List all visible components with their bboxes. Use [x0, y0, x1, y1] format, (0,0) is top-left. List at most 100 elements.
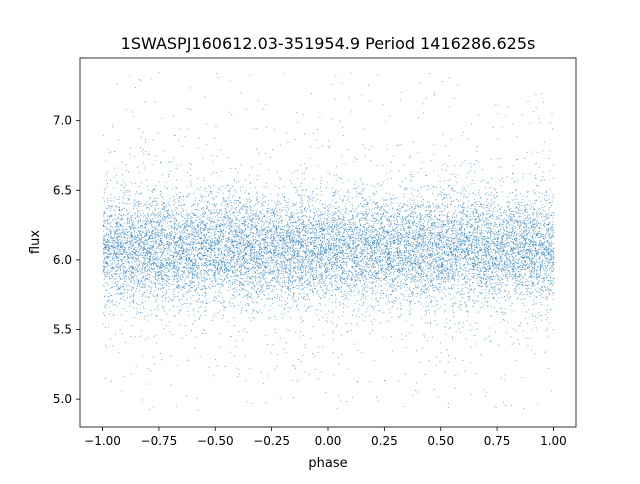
data-point	[243, 233, 245, 235]
data-point	[284, 248, 286, 250]
data-point	[217, 260, 219, 262]
data-point	[325, 293, 327, 295]
data-point	[397, 235, 399, 237]
data-point	[470, 183, 472, 185]
data-point	[465, 338, 467, 340]
data-point	[111, 242, 113, 243]
data-point	[474, 206, 476, 207]
data-point	[537, 317, 538, 318]
data-point	[501, 267, 503, 269]
data-point	[283, 251, 285, 252]
data-point	[200, 251, 202, 253]
data-point	[138, 273, 140, 275]
data-point	[365, 222, 367, 224]
data-point	[411, 273, 413, 275]
data-point	[404, 245, 406, 247]
data-point	[277, 253, 279, 255]
data-point	[371, 293, 373, 295]
data-point	[383, 238, 384, 240]
data-point	[143, 153, 145, 155]
data-point	[480, 204, 482, 206]
data-point	[172, 211, 173, 213]
data-point	[264, 272, 266, 274]
data-point	[498, 231, 500, 232]
data-point	[365, 255, 366, 257]
data-point	[501, 277, 503, 279]
data-point	[343, 236, 344, 238]
data-point	[198, 225, 200, 227]
data-point	[533, 263, 535, 265]
data-point	[273, 231, 275, 233]
data-point	[179, 231, 181, 233]
data-point	[272, 242, 274, 244]
data-point	[270, 244, 272, 246]
data-point	[191, 241, 193, 243]
data-point	[385, 199, 386, 201]
data-point	[387, 276, 389, 277]
data-point	[300, 261, 302, 263]
data-point	[288, 274, 290, 276]
data-point	[234, 340, 236, 342]
data-point	[297, 287, 299, 289]
data-point	[312, 326, 314, 328]
data-point	[454, 253, 456, 255]
data-point	[216, 226, 218, 227]
data-point	[120, 268, 121, 270]
data-point	[381, 248, 383, 250]
data-point	[449, 269, 451, 271]
data-point	[454, 164, 456, 166]
data-point	[210, 236, 212, 238]
data-point	[158, 271, 160, 273]
data-point	[386, 320, 388, 322]
data-point	[298, 261, 300, 263]
data-point	[410, 171, 412, 173]
data-point	[126, 237, 128, 239]
data-point	[403, 225, 405, 227]
data-point	[369, 242, 371, 243]
data-point	[468, 254, 470, 255]
data-point	[313, 251, 315, 253]
data-point	[418, 301, 420, 302]
data-point	[413, 277, 415, 279]
data-point	[393, 239, 395, 241]
data-point	[367, 240, 369, 242]
data-point	[144, 239, 146, 241]
data-point	[201, 286, 203, 288]
data-point	[139, 239, 141, 241]
data-point	[111, 206, 113, 208]
data-point	[487, 246, 489, 248]
data-point	[360, 269, 362, 270]
data-point	[355, 233, 357, 235]
data-point	[205, 237, 207, 239]
data-point	[477, 232, 478, 234]
data-point	[210, 232, 212, 234]
data-point	[260, 264, 262, 266]
data-point	[342, 235, 344, 237]
data-point	[429, 268, 431, 270]
data-point	[277, 295, 279, 297]
data-point	[409, 296, 411, 297]
data-point	[535, 249, 537, 251]
data-point	[423, 292, 425, 294]
data-point	[496, 300, 498, 302]
data-point	[200, 240, 202, 242]
data-point	[138, 79, 140, 80]
data-point	[124, 277, 125, 279]
data-point	[262, 249, 264, 250]
data-point	[400, 234, 402, 236]
data-point	[208, 243, 210, 245]
data-point	[217, 269, 219, 271]
data-point	[379, 235, 381, 237]
data-point	[298, 235, 300, 237]
data-point	[302, 238, 304, 240]
data-point	[390, 271, 392, 273]
data-point	[221, 210, 223, 212]
data-point	[356, 265, 357, 266]
data-point	[408, 237, 410, 239]
data-point	[318, 231, 320, 233]
data-point	[305, 273, 307, 275]
data-point	[454, 220, 456, 222]
data-point	[185, 261, 187, 263]
data-point	[420, 289, 422, 291]
data-point	[237, 267, 239, 269]
